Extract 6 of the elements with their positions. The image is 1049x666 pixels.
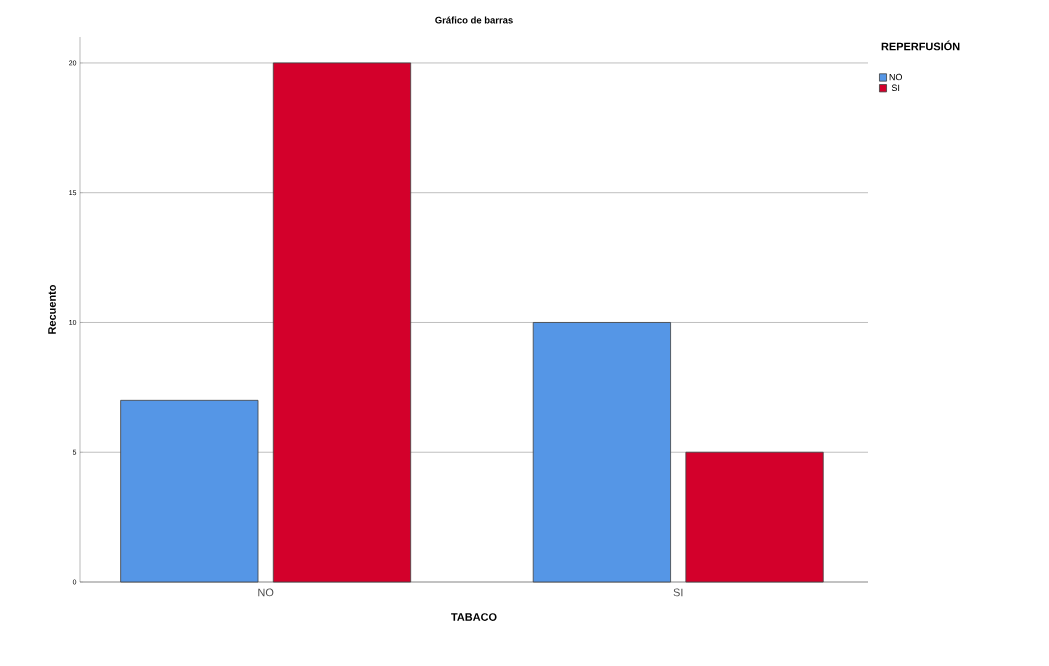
- x-axis-title: TABACO: [451, 613, 497, 621]
- y-axis-title: Recuento: [48, 284, 56, 334]
- legend-label: SI: [891, 84, 900, 91]
- chart-title: Gráfico de barras: [435, 16, 513, 24]
- legend-label: NO: [889, 73, 902, 81]
- legend-title: REPERFUSIÓN: [881, 40, 960, 51]
